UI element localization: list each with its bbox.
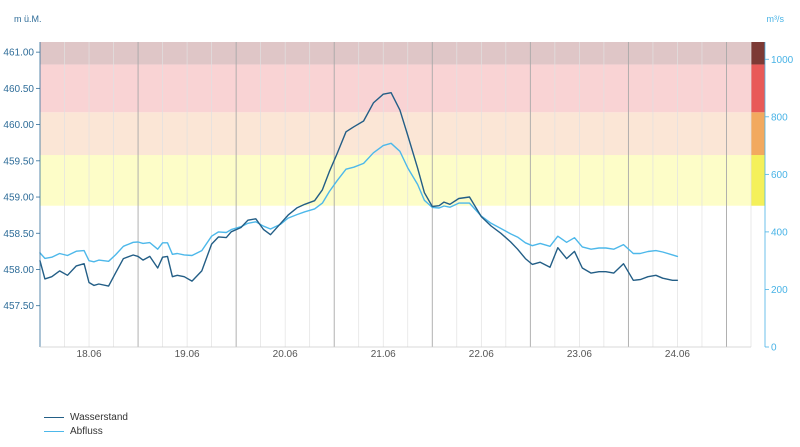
legend-swatch-wasserstand	[44, 416, 64, 418]
x-tick-label: 18.06	[77, 349, 102, 360]
danger-scale-2	[751, 64, 765, 113]
danger-bands	[40, 42, 765, 206]
axes: 457.50 458.00 458.50 459.00 459.50 460.00 460.…	[3, 42, 794, 360]
danger-scale-0	[751, 155, 765, 206]
y-left-tick-label: 457.50	[3, 301, 34, 312]
danger-band-0	[40, 155, 751, 206]
x-tick-label: 20.06	[273, 349, 298, 360]
legend-label-abfluss: Abfluss	[70, 425, 103, 437]
legend: Wasserstand Abfluss	[44, 410, 128, 438]
y-right-tick-label: 200	[771, 285, 788, 296]
y-left-tick-label: 459.50	[3, 156, 34, 167]
danger-band-3	[40, 42, 751, 65]
y-right-tick-label: 1000	[771, 55, 794, 66]
y-left-tick-label: 458.00	[3, 265, 34, 276]
x-tick-label: 23.06	[567, 349, 592, 360]
vertical-gridlines	[64, 42, 752, 347]
legend-swatch-abfluss	[44, 430, 64, 432]
x-tick-label: 19.06	[175, 349, 200, 360]
y-right-tick-label: 600	[771, 170, 788, 181]
series-line-wasserstand	[39, 91, 679, 287]
y-left-tick-label: 459.00	[3, 193, 34, 204]
x-tick-label: 22.06	[469, 349, 494, 360]
x-tick-label: 21.06	[371, 349, 396, 360]
x-tick-label: 24.06	[665, 349, 690, 360]
y-right-tick-label: 0	[771, 343, 777, 354]
legend-item-abfluss[interactable]: Abfluss	[44, 424, 128, 438]
legend-item-wasserstand[interactable]: Wasserstand	[44, 410, 128, 424]
series-lines	[39, 91, 679, 287]
y-left-tick-label: 458.50	[3, 229, 34, 240]
y-left-tick-label: 460.50	[3, 84, 34, 95]
y-right-tick-label: 800	[771, 112, 788, 123]
danger-scale-1	[751, 112, 765, 156]
y-right-tick-label: 400	[771, 227, 788, 238]
legend-label-wasserstand: Wasserstand	[70, 411, 128, 423]
danger-scale-3	[751, 42, 765, 65]
y-right-title: m³/s	[767, 14, 785, 24]
danger-band-2	[40, 64, 751, 113]
series-line-abfluss	[39, 142, 679, 263]
y-left-tick-label: 461.00	[3, 48, 34, 59]
y-left-tick-label: 460.00	[3, 120, 34, 131]
y-left-title: m ü.M.	[14, 14, 42, 24]
danger-band-1	[40, 112, 751, 156]
